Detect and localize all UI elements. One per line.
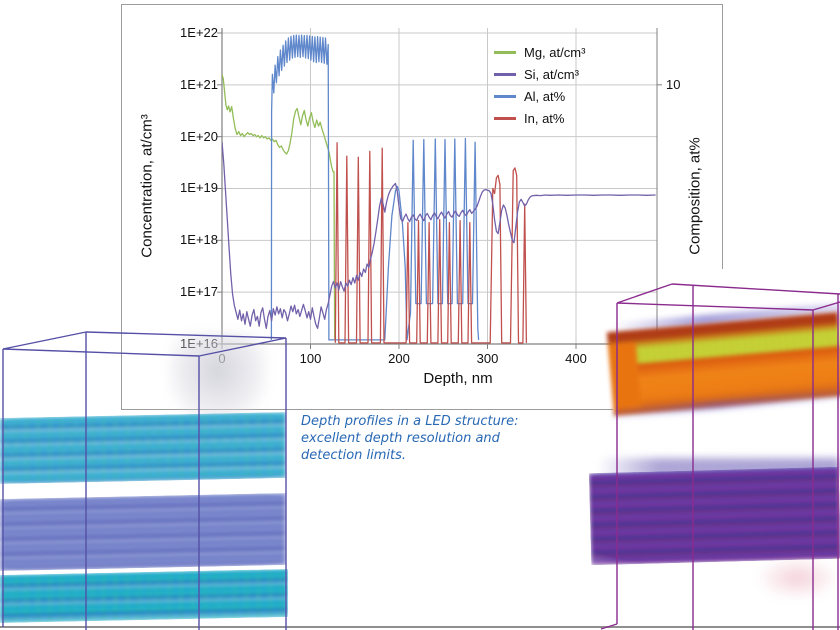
caption-line: excellent depth resolution and bbox=[301, 431, 500, 446]
page-footer-rule bbox=[0, 626, 840, 628]
chart-legend: Mg, at/cm³ Si, at/cm³ Al, at% In, at% bbox=[494, 41, 585, 129]
chart-panel-border-right bbox=[722, 4, 723, 269]
y-tick-label: 1E+17 bbox=[180, 284, 218, 300]
y2-tick-label: 10 bbox=[666, 76, 681, 92]
y-tick-label: 1E+21 bbox=[180, 76, 218, 92]
legend-swatch bbox=[494, 116, 516, 120]
legend-label: In, at% bbox=[524, 110, 565, 126]
chart-panel-border-bottom bbox=[121, 409, 613, 410]
x-tick-label: 100 bbox=[299, 351, 322, 366]
caption-line: detection limits. bbox=[301, 448, 407, 463]
y-tick-label: 1E+20 bbox=[180, 128, 218, 144]
y-tick-label: 1E+18 bbox=[180, 232, 218, 248]
y-tick-label: 1E+22 bbox=[180, 25, 218, 40]
legend-swatch bbox=[494, 50, 516, 54]
chart-panel-border-top bbox=[121, 4, 723, 5]
legend-swatch bbox=[494, 72, 516, 76]
legend-label: Si, at/cm³ bbox=[524, 66, 579, 82]
legend-item-mg: Mg, at/cm³ bbox=[494, 41, 585, 63]
legend-item-in: In, at% bbox=[494, 107, 585, 129]
x-axis-title: Depth, nm bbox=[423, 370, 493, 387]
y-tick-label: 1E+19 bbox=[180, 180, 218, 196]
legend-label: Mg, at/cm³ bbox=[524, 44, 586, 60]
figure-caption: Depth profiles in a LED structure: excel… bbox=[301, 413, 601, 464]
x-tick-label: 200 bbox=[388, 351, 410, 366]
chart-panel-border-left bbox=[121, 4, 122, 410]
x-tick-label: 300 bbox=[476, 351, 499, 366]
grey-plume-smear bbox=[168, 334, 268, 424]
pink-smudge bbox=[755, 556, 840, 600]
legend-item-si: Si, at/cm³ bbox=[494, 63, 585, 85]
caption-line: Depth profiles in a LED structure: bbox=[301, 414, 519, 429]
legend-item-al: Al, at% bbox=[494, 85, 585, 107]
x-tick-label: 400 bbox=[565, 351, 587, 366]
legend-swatch bbox=[494, 94, 516, 98]
legend-label: Al, at% bbox=[524, 88, 566, 104]
